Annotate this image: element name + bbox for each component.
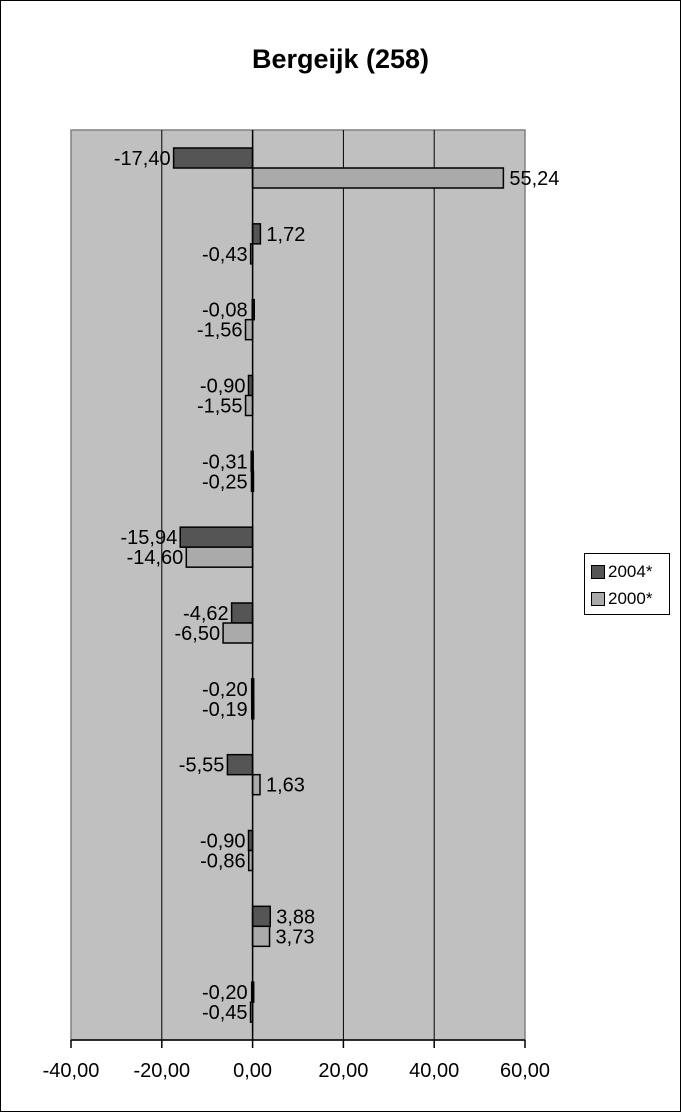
data-label: -0,86 xyxy=(200,851,246,873)
data-label: 1,72 xyxy=(266,224,305,246)
data-label: -0,25 xyxy=(202,471,248,493)
bar-2004 xyxy=(226,753,254,776)
bar-2004 xyxy=(179,526,254,548)
data-label: -5,55 xyxy=(179,755,225,777)
data-label: -15,94 xyxy=(121,527,178,549)
plot-area xyxy=(70,129,526,1041)
legend: 2004* 2000* xyxy=(584,553,670,615)
legend-swatch-2004 xyxy=(591,565,605,579)
data-label: -4,62 xyxy=(183,603,229,625)
bar-2000 xyxy=(222,622,254,644)
x-tick-label: -40,00 xyxy=(43,1060,100,1082)
x-tick-label: 40,00 xyxy=(409,1060,459,1082)
data-label: -0,43 xyxy=(202,244,248,266)
data-label: -0,20 xyxy=(202,982,248,1004)
data-label: -6,50 xyxy=(174,623,220,645)
data-label: -0,31 xyxy=(202,451,248,473)
bar-2000 xyxy=(251,773,261,796)
bar-2004 xyxy=(230,602,254,624)
data-label: -1,55 xyxy=(197,396,243,418)
legend-label-2004: 2004* xyxy=(608,562,653,581)
data-label: -0,90 xyxy=(200,376,246,398)
data-label: -0,90 xyxy=(200,831,246,853)
bar-2000 xyxy=(244,318,254,341)
bar-2004 xyxy=(251,905,271,928)
legend-entry-2004: 2004* xyxy=(591,561,652,583)
bar-2004 xyxy=(172,147,254,169)
x-tick-label: 20,00 xyxy=(318,1060,368,1082)
legend-label-2000: 2000* xyxy=(608,589,653,608)
data-label: 55,24 xyxy=(509,168,559,190)
data-label: -17,40 xyxy=(114,148,171,170)
legend-entry-2000: 2000* xyxy=(591,588,652,610)
x-tick-label: 0,00 xyxy=(233,1060,272,1082)
x-tick-label: 60,00 xyxy=(500,1060,550,1082)
legend-swatch-2000 xyxy=(591,592,605,606)
data-label: -1,56 xyxy=(197,320,243,342)
data-label: -0,20 xyxy=(202,679,248,701)
data-label: -0,45 xyxy=(202,1002,248,1024)
x-tick-label: -20,00 xyxy=(133,1060,190,1082)
data-label: 3,73 xyxy=(276,926,315,948)
data-label: -0,19 xyxy=(202,699,248,721)
bar-2000 xyxy=(185,546,254,568)
data-label: -14,60 xyxy=(127,547,184,569)
data-label: 3,88 xyxy=(276,906,315,928)
bar-2000 xyxy=(244,394,254,417)
data-label: -0,08 xyxy=(202,300,248,322)
bar-2004 xyxy=(251,223,262,245)
data-label: 1,63 xyxy=(266,775,305,797)
bar-2000 xyxy=(251,925,271,948)
bar-2000 xyxy=(251,167,505,189)
chart-title: Bergeijk (258) xyxy=(251,44,430,74)
